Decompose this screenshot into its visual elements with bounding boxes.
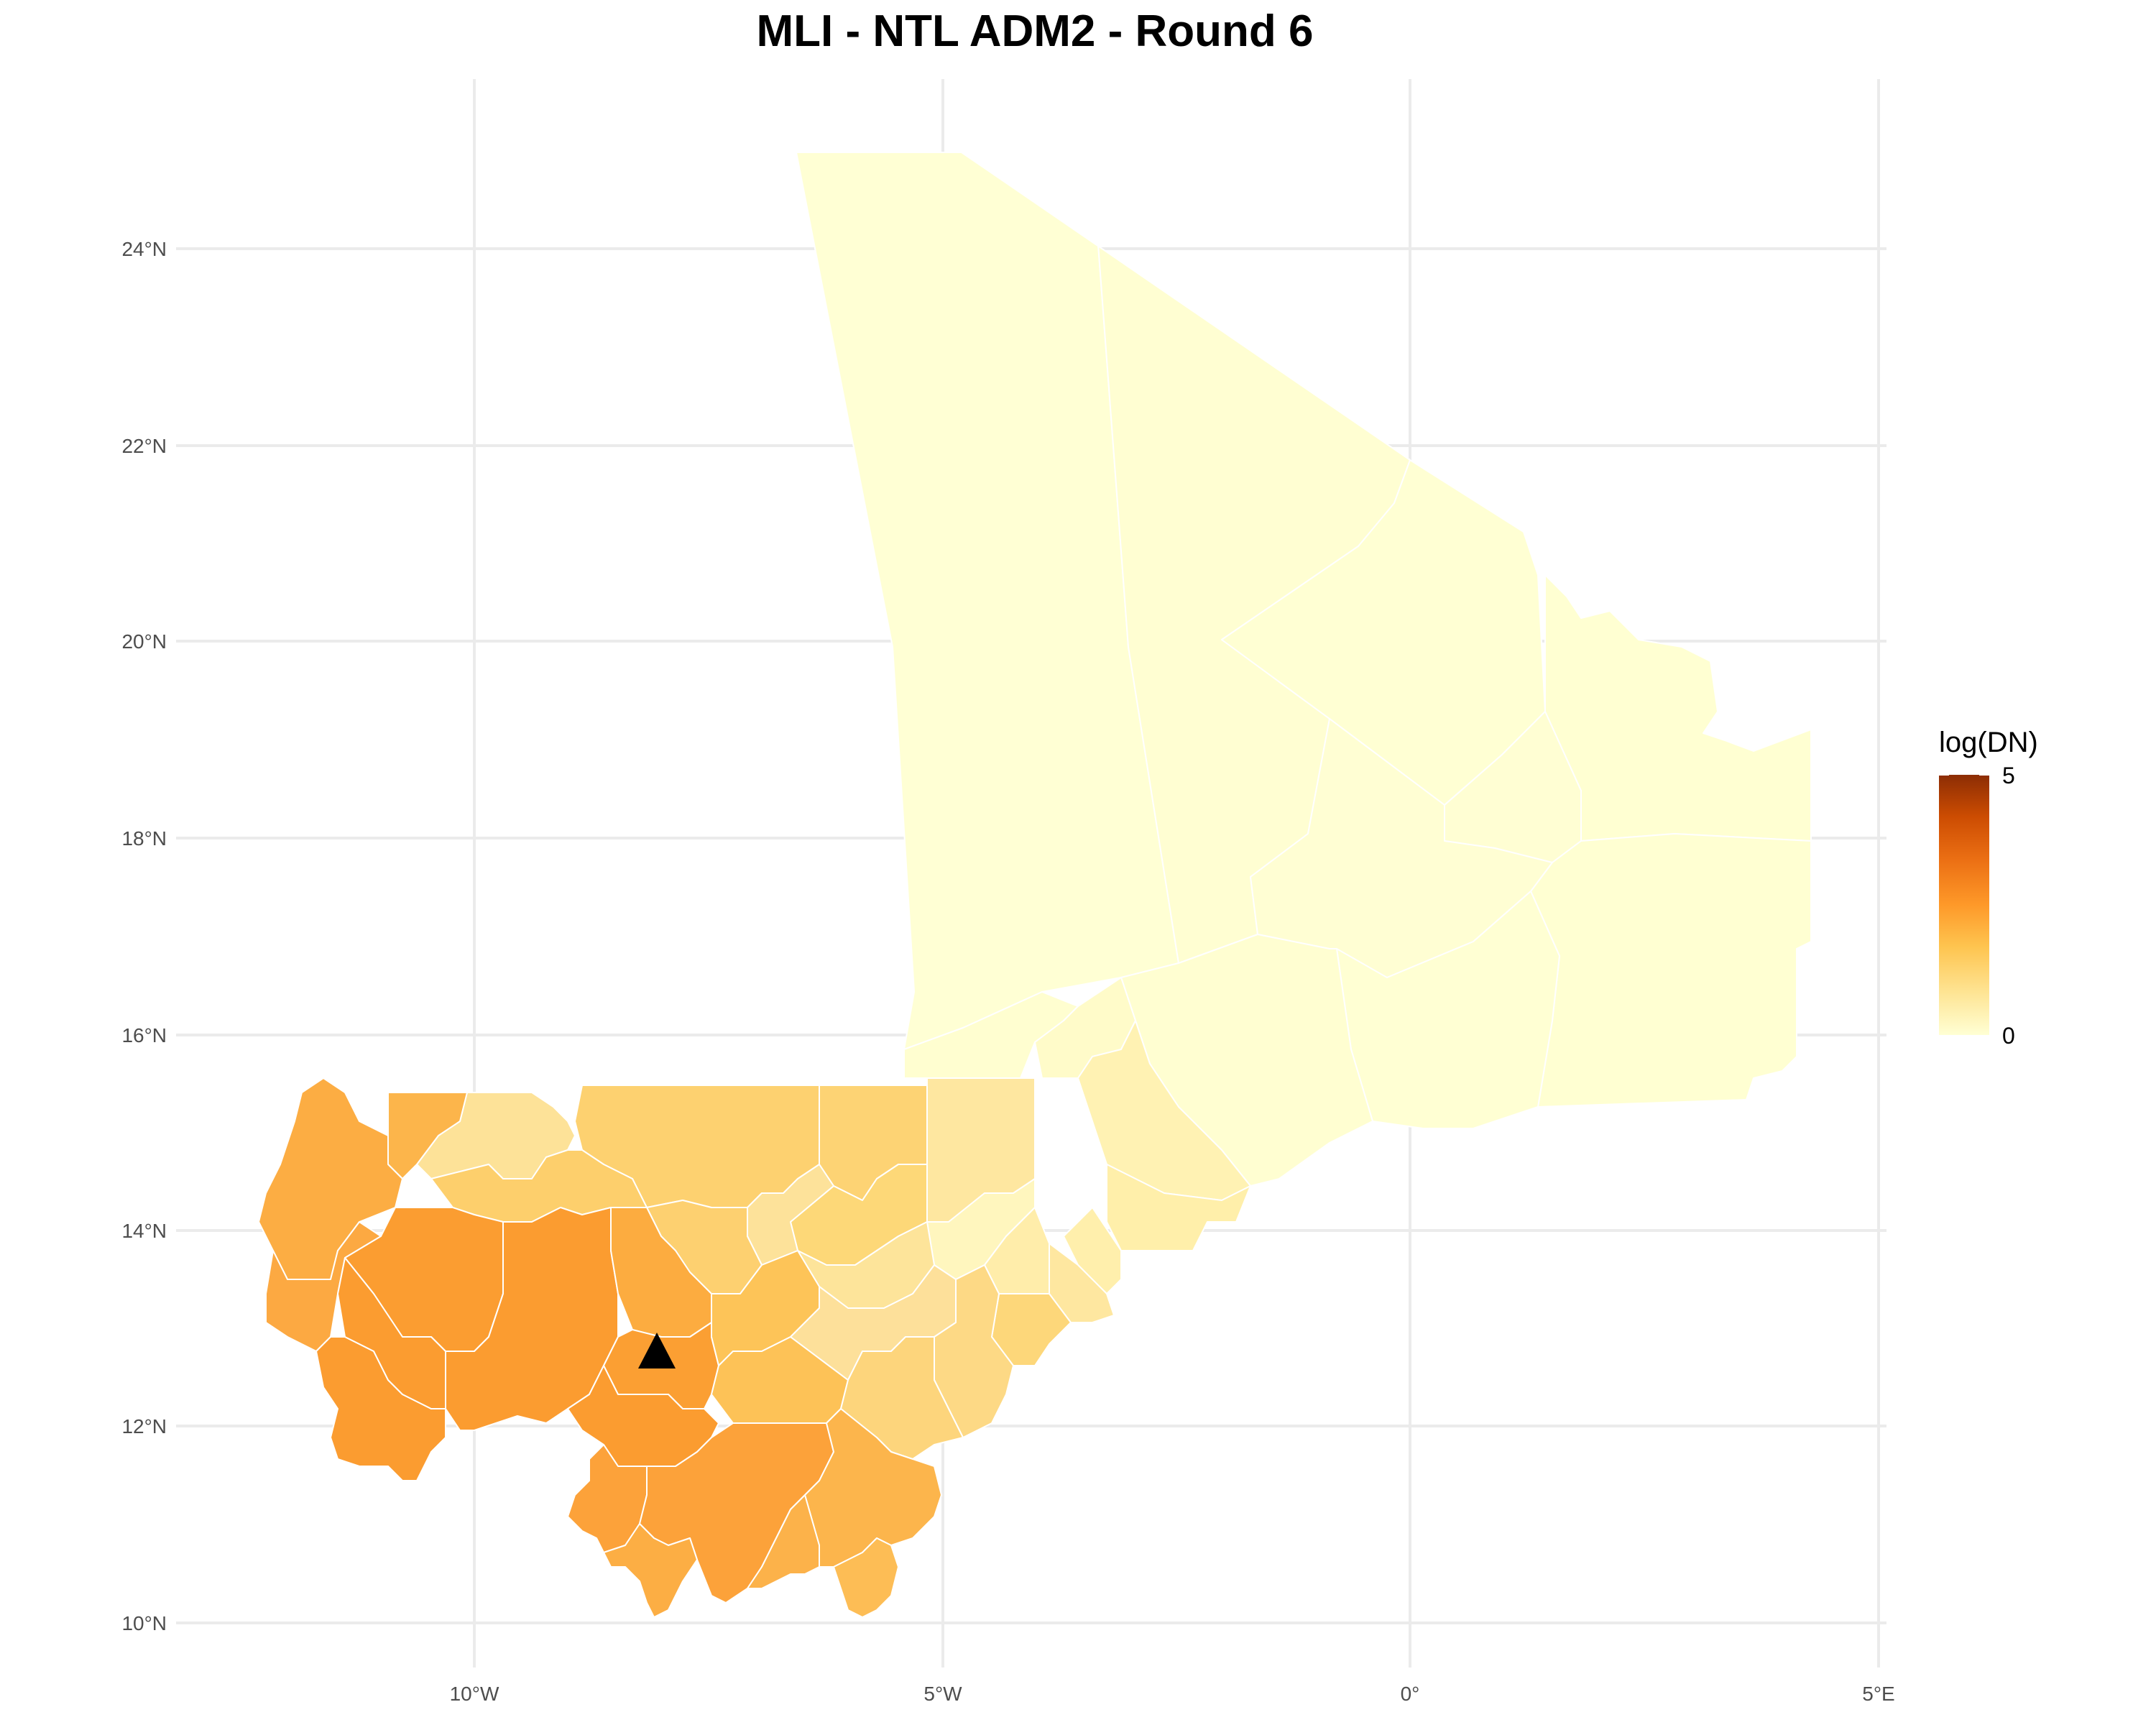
location-marker-triangle: [638, 1333, 676, 1368]
region-yanfolila-south: [603, 1523, 698, 1618]
legend-title: log(DN): [1939, 727, 2038, 758]
lat-tick-label: 20°N: [121, 630, 167, 653]
region-menaka: [1530, 833, 1812, 1108]
legend: log(DN) 5 0: [1939, 727, 2038, 1049]
lat-tick-label: 10°N: [121, 1612, 167, 1634]
lon-tick-label: 10°W: [450, 1683, 499, 1705]
lat-tick-label: 14°N: [121, 1220, 167, 1242]
lat-tick-label: 16°N: [121, 1024, 167, 1046]
mali-adm2-regions: [258, 152, 1812, 1618]
region-bafoulabe: [337, 1257, 446, 1409]
region-kolokani: [445, 1207, 619, 1431]
lat-tick-label: 18°N: [121, 827, 167, 850]
region-kignan: [747, 1494, 820, 1589]
region-far-north-east: [1544, 574, 1812, 842]
legend-min-label: 0: [2002, 1023, 2015, 1049]
lat-tick-label: 22°N: [121, 435, 167, 457]
lat-tick-label: 24°N: [121, 238, 167, 260]
lon-tick-label: 0°: [1401, 1683, 1420, 1705]
lat-tick-label: 12°N: [121, 1415, 167, 1438]
legend-max-label: 5: [2002, 763, 2015, 788]
legend-colorbar: [1939, 775, 1989, 1035]
lon-tick-label: 5°E: [1862, 1683, 1894, 1705]
latitude-axis: 24°N 22°N 20°N 18°N 16°N 14°N 12°N 10°N: [121, 238, 167, 1634]
map-title: MLI - NTL ADM2 - Round 6: [756, 6, 1314, 56]
longitude-axis: 10°W 5°W 0° 5°E: [450, 1683, 1895, 1705]
region-kadiolo: [833, 1537, 899, 1618]
region-bandiagara: [1106, 1164, 1251, 1251]
lon-tick-label: 5°W: [923, 1683, 962, 1705]
